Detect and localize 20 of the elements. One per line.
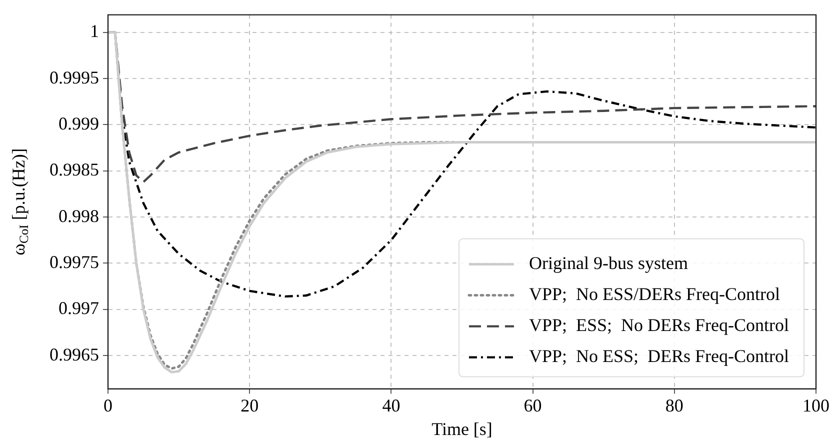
y-tick-label: 0.9985 [50, 160, 99, 180]
x-tick-label: 20 [240, 395, 259, 416]
y-tick-label: 0.997 [58, 298, 99, 318]
x-tick-label: 0 [104, 395, 112, 416]
legend-label: VPP; No ESS; DERs Freq-Control [528, 346, 790, 366]
y-tick-label: 0.9965 [50, 344, 99, 364]
x-axis-title: Time [s] [432, 418, 492, 439]
y-axis-title: ωCoI [p.u.(Hz)] [8, 148, 31, 256]
x-tick-label: 40 [382, 395, 400, 416]
legend-label: Original 9-bus system [528, 253, 688, 274]
x-tick-label: 60 [524, 395, 542, 416]
y-tick-label: 0.999 [58, 113, 99, 134]
legend-label: VPP; No ESS/DERs Freq-Control [528, 284, 780, 304]
x-tick-label: 80 [665, 395, 684, 416]
y-tick-label: 0.998 [58, 206, 99, 226]
x-tick-label: 100 [802, 395, 830, 416]
legend-label: VPP; ESS; No DERs Freq-Control [528, 315, 790, 336]
y-tick-label: 0.9975 [50, 252, 99, 272]
y-tick-label: 0.9995 [50, 67, 99, 88]
y-tick-label: 1 [90, 21, 99, 42]
